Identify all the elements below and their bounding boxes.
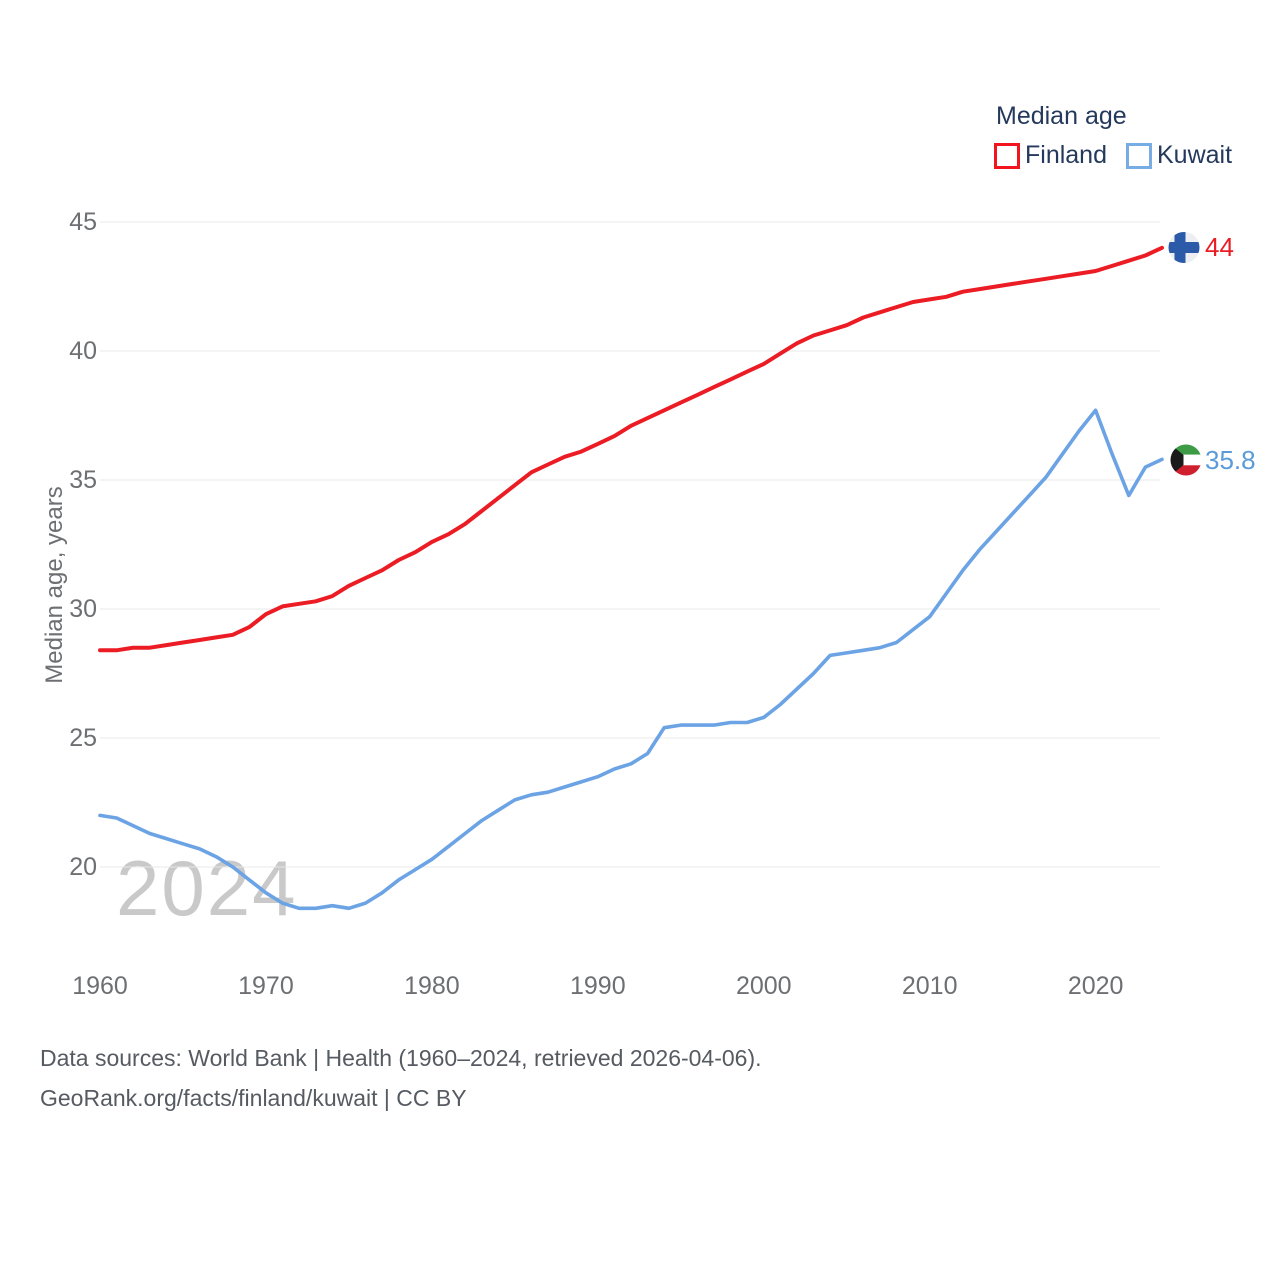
x-tick-1980: 1980: [404, 972, 460, 1000]
gridlines: [100, 221, 1160, 868]
y-tick-20: 20: [69, 853, 97, 881]
y-tick-45: 45: [69, 208, 97, 236]
chart-footer: Data sources: World Bank | Health (1960–…: [40, 1038, 762, 1118]
finland-line[interactable]: [98, 245, 1164, 653]
finland-series-label: Finland: [1025, 141, 1107, 169]
x-tick-1970: 1970: [238, 972, 294, 1000]
legend-items: Finland Kuwait: [994, 141, 1232, 170]
series-lines: [98, 245, 1164, 911]
x-tick-2000: 2000: [735, 972, 792, 1000]
kuwait-series-swatch: [1126, 142, 1152, 169]
watermark-year: 2024: [116, 844, 298, 932]
legend-item-finland[interactable]: Finland: [994, 141, 1107, 170]
data-sources-line: Data sources: World Bank | Health (1960–…: [40, 1045, 762, 1071]
y-tick-40: 40: [69, 337, 97, 365]
y-tick-25: 25: [69, 724, 97, 752]
kuwait-series-label: Kuwait: [1157, 141, 1233, 169]
finland-end-value: 44: [1205, 232, 1234, 262]
kuwait-flag-icon: [1170, 444, 1202, 476]
y-tick-30: 30: [69, 595, 97, 623]
x-tick-1990: 1990: [570, 972, 626, 1000]
finland-flag-icon: [1168, 232, 1200, 263]
kuwait-end-value: 35.8: [1205, 445, 1256, 475]
legend-item-kuwait[interactable]: Kuwait: [1126, 141, 1232, 170]
kuwait-line[interactable]: [98, 408, 1164, 911]
x-tick-2020: 2020: [1067, 972, 1124, 1000]
finland-series-swatch: [994, 142, 1020, 169]
y-tick-35: 35: [69, 466, 97, 494]
x-tick-1960: 1960: [72, 972, 128, 1000]
x-tick-2010: 2010: [901, 972, 958, 1000]
attribution-line: GeoRank.org/facts/finland/kuwait | CC BY: [40, 1085, 467, 1111]
legend-title: Median age: [996, 102, 1127, 130]
